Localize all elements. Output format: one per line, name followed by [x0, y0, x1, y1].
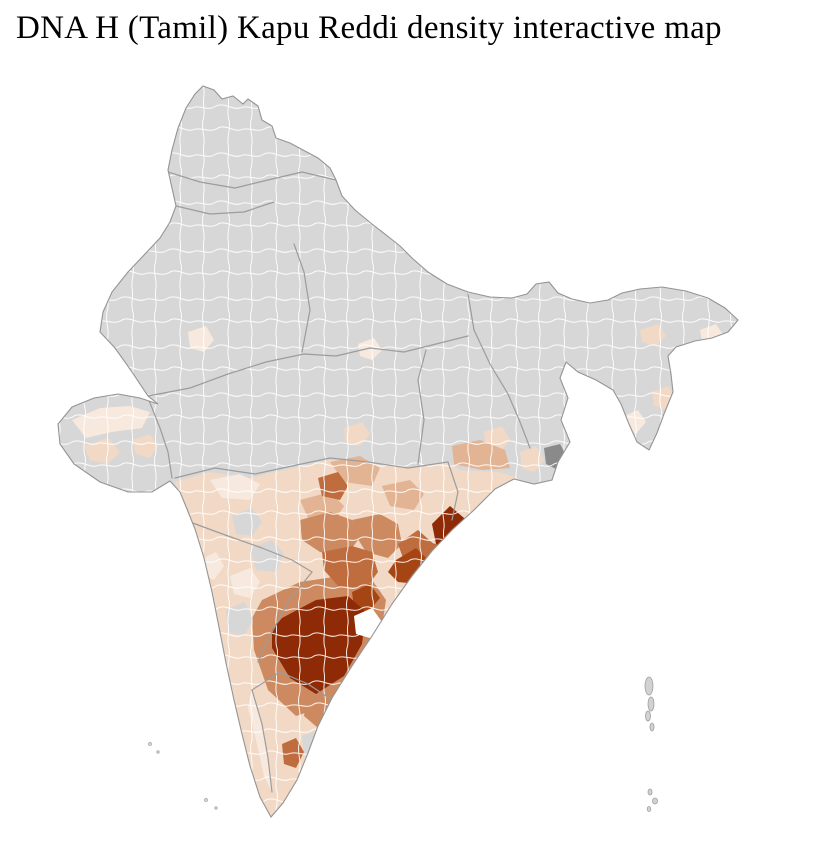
india-outline — [57, 85, 739, 818]
andaman-nicobar-islands[interactable] — [644, 676, 658, 812]
district-region[interactable] — [316, 724, 350, 756]
page-title: DNA H (Tamil) Kapu Reddi density interac… — [16, 10, 722, 46]
lakshadweep-islands[interactable] — [148, 742, 218, 810]
state-borders — [147, 171, 531, 793]
district-border-mesh — [58, 86, 738, 817]
